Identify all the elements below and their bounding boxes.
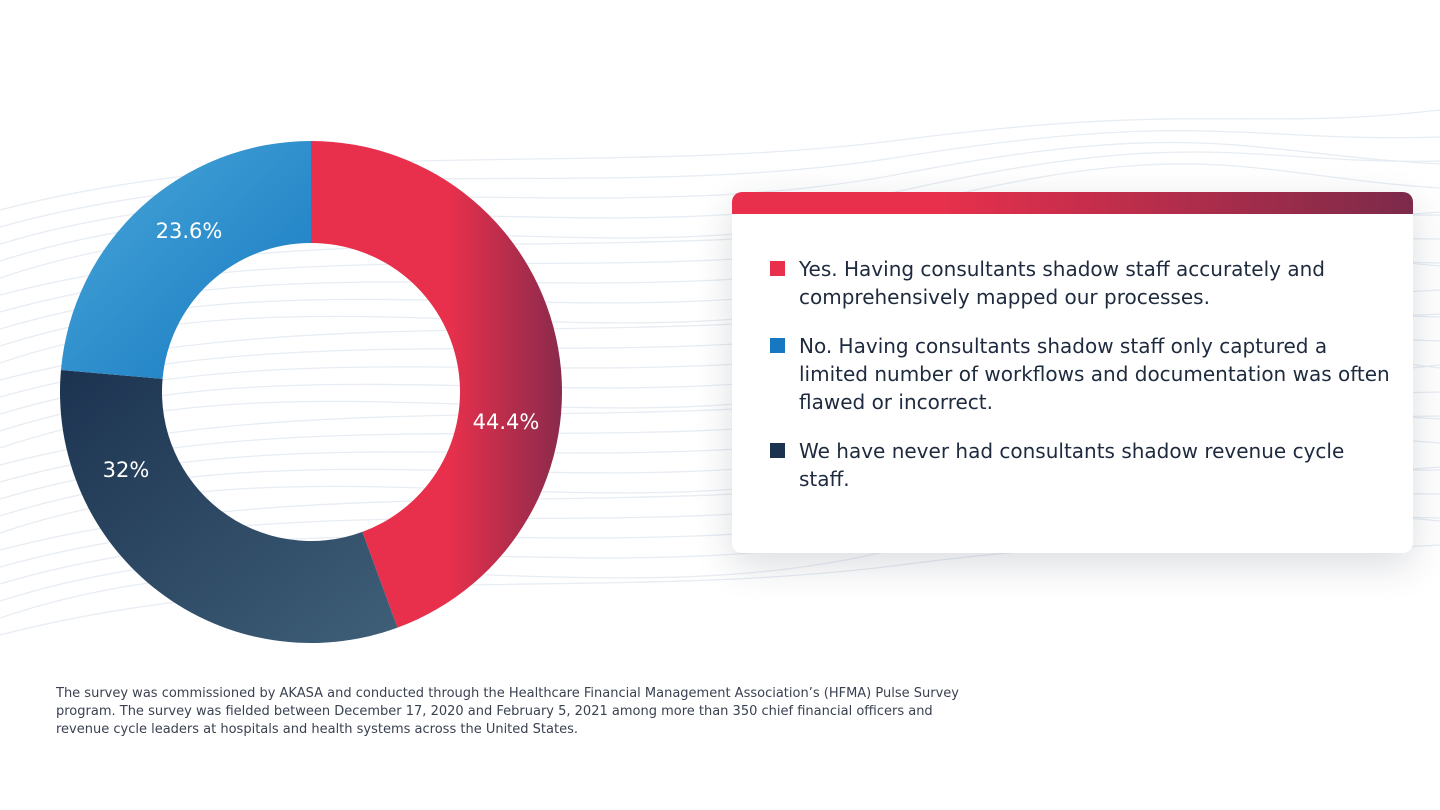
slice-label-yes: 44.4% [473,410,540,434]
legend-swatch-yes [770,261,785,276]
legend-item-never: We have never had consultants shadow rev… [770,437,1399,493]
donut-slice-never [60,369,398,643]
donut-slice-no [60,141,312,379]
survey-footnote: The survey was commissioned by AKASA and… [56,686,959,737]
legend-swatch-never [770,443,785,458]
legend-text-no: No. Having consultants shadow staff only… [799,334,1390,414]
slice-label-never: 32% [103,458,150,482]
legend-item-no: No. Having consultants shadow staff only… [770,332,1399,416]
legend-text-never: We have never had consultants shadow rev… [799,439,1345,491]
donut-slice-yes [311,141,562,628]
legend-item-yes: Yes. Having consultants shadow staff acc… [770,255,1399,311]
legend-swatch-no [770,338,785,353]
legend-text-yes: Yes. Having consultants shadow staff acc… [799,257,1325,309]
legend-card: Yes. Having consultants shadow staff acc… [732,192,1413,553]
legend-card-header-bar [732,192,1413,214]
slice-label-no: 23.6% [156,219,223,243]
